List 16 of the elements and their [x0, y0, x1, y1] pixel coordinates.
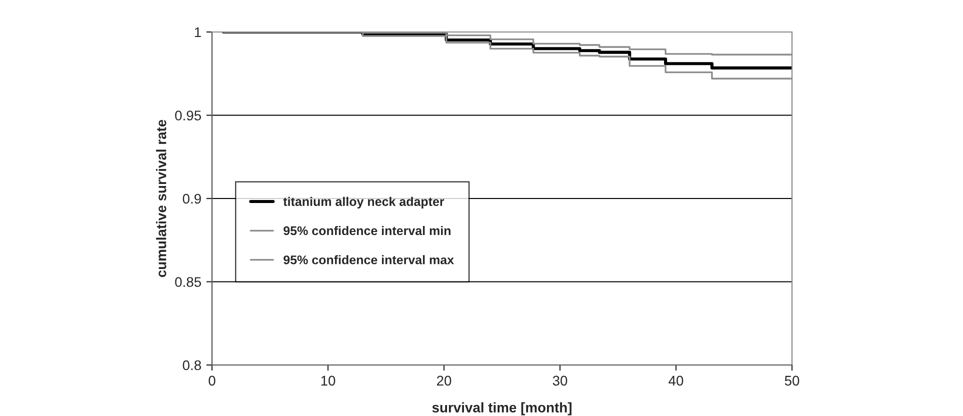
- y-tick-label: 0.9: [182, 194, 201, 204]
- y-tick-label: 1: [194, 27, 201, 38]
- y-axis-title: cumulative survival rate: [156, 120, 166, 278]
- legend-label: titanium alloy neck adapter: [283, 196, 444, 208]
- x-tick-label: 0: [208, 376, 216, 386]
- x-tick-label: 40: [668, 376, 684, 386]
- x-axis-title: survival time [month]: [432, 402, 572, 416]
- y-tick-label: 0.95: [175, 110, 202, 120]
- x-tick-label: 50: [784, 376, 800, 386]
- legend-label: 95% confidence interval max: [284, 255, 454, 264]
- y-tick-label: 0.85: [175, 277, 202, 287]
- x-tick-label: 30: [552, 376, 568, 386]
- x-tick-label: 20: [436, 376, 452, 386]
- x-tick-label: 10: [321, 376, 336, 386]
- y-tick-label: 0.8: [182, 360, 201, 370]
- legend-label: 95% confidence interval min: [284, 226, 450, 236]
